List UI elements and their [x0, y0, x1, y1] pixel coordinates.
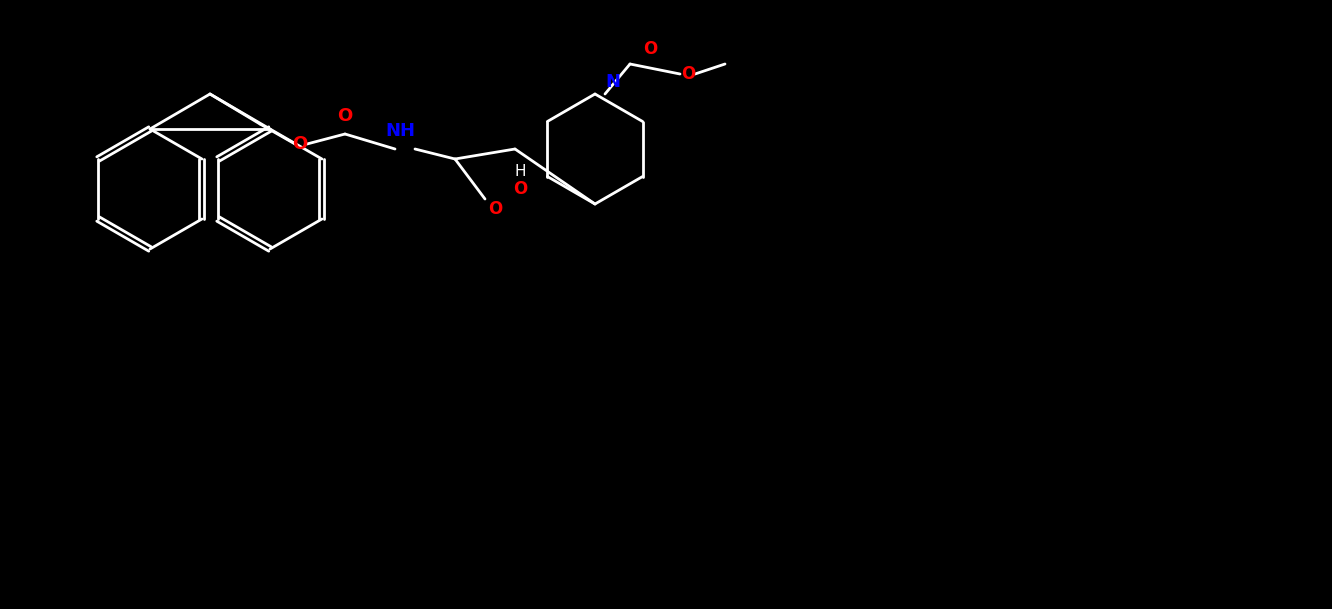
Text: O: O: [513, 180, 527, 198]
Text: O: O: [488, 200, 502, 218]
Text: O: O: [337, 107, 353, 125]
Text: O: O: [293, 135, 308, 153]
Text: H: H: [514, 163, 526, 178]
Text: NH: NH: [385, 122, 416, 140]
Text: N: N: [606, 73, 621, 91]
Text: O: O: [643, 40, 657, 58]
Text: O: O: [681, 65, 695, 83]
